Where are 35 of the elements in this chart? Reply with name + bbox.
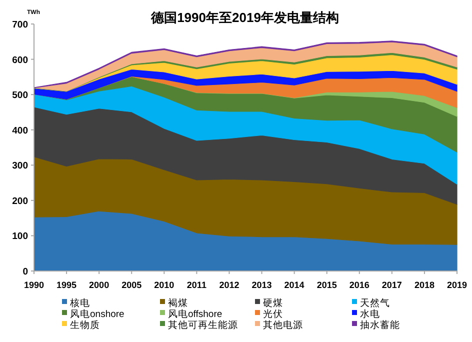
x-tick-label: 2000 <box>89 280 110 290</box>
x-tick-label: 2012 <box>219 280 240 290</box>
legend-label: 风电onshore <box>70 308 124 320</box>
x-tick-label: 2010 <box>154 280 174 290</box>
x-tick-label: 2011 <box>186 280 206 290</box>
legend-label: 水电 <box>360 308 380 320</box>
chart-title: 德国1990年至2019年发电量结构 <box>150 10 339 25</box>
legend-label: 光伏 <box>263 308 283 320</box>
legend-label: 硬煤 <box>263 297 283 309</box>
legend-label: 抽水蓄能 <box>360 319 400 331</box>
x-tick-label: 2016 <box>349 280 370 290</box>
legend-label: 褐煤 <box>168 297 188 309</box>
x-tick-label: 2018 <box>414 280 434 290</box>
x-tick-label: 2005 <box>122 280 142 290</box>
x-tick-label: 2017 <box>382 280 402 290</box>
y-tick-label: 700 <box>12 20 28 30</box>
legend-label: 生物质 <box>70 319 100 331</box>
y-tick-label: 100 <box>12 231 28 242</box>
y-tick-label: 0 <box>22 266 28 278</box>
x-tick-label: 1990 <box>24 280 44 290</box>
legend-label: 天然气 <box>360 297 390 309</box>
y-tick-label: 500 <box>12 90 28 102</box>
legend-label: 核电 <box>69 297 90 309</box>
y-tick-label: 300 <box>12 160 28 172</box>
legend-label: 其他电源 <box>263 319 303 331</box>
y-tick-label: 600 <box>12 54 28 66</box>
x-tick-label: 1995 <box>56 280 77 290</box>
x-tick-label: 2019 <box>446 280 468 290</box>
legend-label: 其他可再生能源 <box>168 319 238 331</box>
y-tick-label: 200 <box>12 196 28 207</box>
y-tick-label: 400 <box>12 125 28 136</box>
legend-label: 风电offshore <box>168 308 222 320</box>
x-tick-label: 2014 <box>284 280 304 290</box>
x-tick-label: 2015 <box>316 280 337 290</box>
x-tick-label: 2013 <box>252 280 272 290</box>
